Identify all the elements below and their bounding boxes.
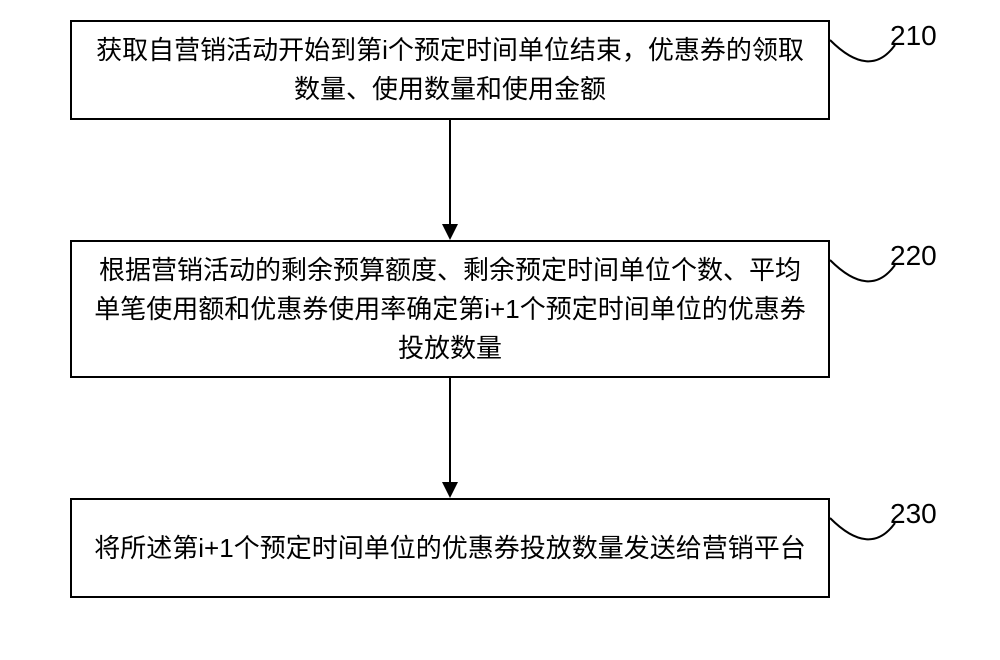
flowchart-canvas: 获取自营销活动开始到第i个预定时间单位结束，优惠券的领取数量、使用数量和使用金额… xyxy=(0,0,1000,660)
callout-3 xyxy=(0,0,1000,660)
